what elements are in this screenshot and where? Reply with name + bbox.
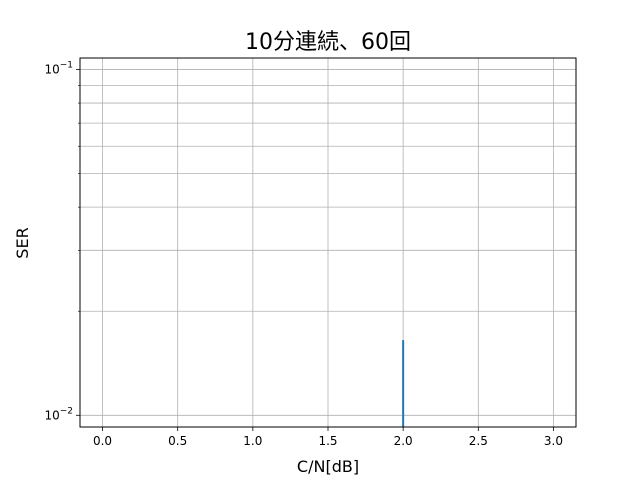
x-tick-label: 0.5: [168, 434, 187, 448]
x-tick-label: 3.0: [544, 434, 563, 448]
x-axis-label: C/N[dB]: [297, 457, 359, 476]
y-tick-label: 10−1: [44, 61, 73, 77]
y-tick-label: 10−2: [44, 406, 73, 422]
x-tick-label: 2.5: [469, 434, 488, 448]
grid: [80, 58, 576, 427]
x-tick-label: 1.5: [318, 434, 337, 448]
x-tick-label: 0.0: [93, 434, 112, 448]
x-tick-label: 1.0: [243, 434, 262, 448]
y-axis-label: SER: [13, 227, 32, 258]
x-tick-label: 2.0: [394, 434, 413, 448]
chart-title: 10分連続、60回: [245, 30, 411, 55]
tick-layer: 0.0 0.5 1.0 1.5 2.0 2.5 3.0 10−1 10−2: [44, 61, 563, 448]
